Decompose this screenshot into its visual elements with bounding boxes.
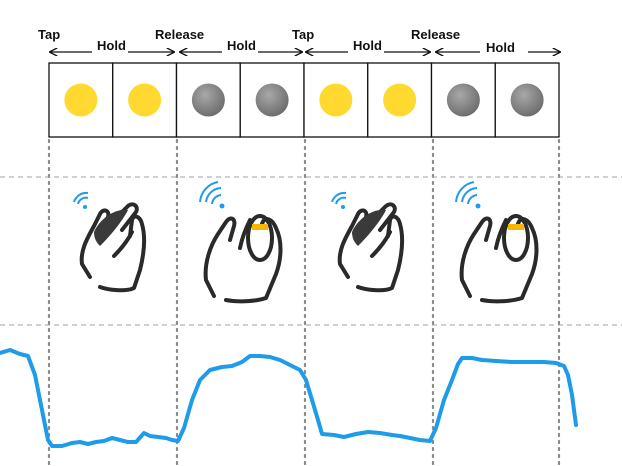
yellow-light-dot <box>64 83 98 117</box>
yellow-light-dot <box>319 83 353 117</box>
cell-light-off <box>239 62 305 138</box>
label-release: Release <box>155 27 204 42</box>
label-hold: Hold <box>486 40 515 55</box>
cell-light-on <box>48 62 114 138</box>
gray-light-dot <box>191 83 225 117</box>
gray-light-dot <box>446 83 480 117</box>
ring-highlight <box>508 224 524 230</box>
gray-light-dot <box>255 83 289 117</box>
label-hold: Hold <box>353 38 382 53</box>
hand-clap-icon <box>331 191 405 293</box>
signal-waveform <box>0 348 578 448</box>
cell-light-off <box>494 62 560 138</box>
label-hold: Hold <box>97 38 126 53</box>
hand-clap-icon <box>73 191 147 293</box>
vertical-dividers <box>47 138 561 466</box>
wifi-weak-icon <box>331 191 347 209</box>
state-cells <box>48 62 560 138</box>
label-release: Release <box>411 27 460 42</box>
hand-ring-icon <box>199 181 283 304</box>
timeline-labels: Tap Hold Release Hold Tap Hold Release H… <box>38 27 515 55</box>
wifi-weak-icon <box>73 191 89 209</box>
yellow-light-dot <box>383 83 417 117</box>
yellow-light-dot <box>128 83 162 117</box>
horizontal-separators <box>0 176 622 326</box>
cell-light-off <box>430 62 496 138</box>
label-hold: Hold <box>227 38 256 53</box>
label-tap: Tap <box>38 27 60 42</box>
cell-light-off <box>175 62 241 138</box>
wifi-strong-icon <box>455 181 481 209</box>
cell-light-on <box>303 62 369 138</box>
label-tap: Tap <box>292 27 314 42</box>
ring-highlight <box>252 224 268 230</box>
gesture-illustrations <box>73 181 539 304</box>
gray-light-dot <box>510 83 544 117</box>
cell-light-on <box>112 62 178 138</box>
hand-ring-icon <box>455 181 539 304</box>
wifi-strong-icon <box>199 181 225 209</box>
cell-light-on <box>367 62 433 138</box>
